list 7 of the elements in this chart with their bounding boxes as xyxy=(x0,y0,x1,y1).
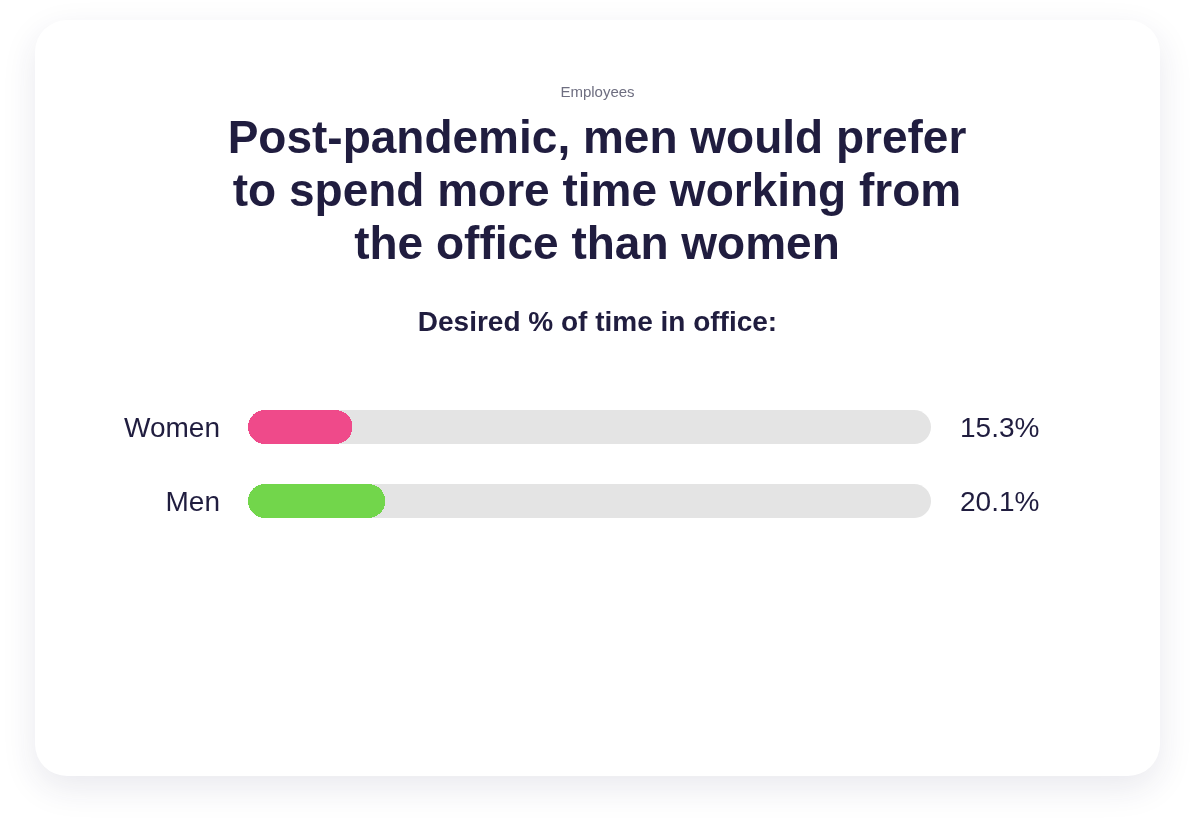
text: Employees xyxy=(559,82,636,102)
data-label: 15.3% xyxy=(960,412,1040,443)
chart-subtitle: Desired % of time in office: xyxy=(416,305,779,339)
y-tick-label: Women xyxy=(124,411,220,443)
chart-title: Post-pandemic, men would prefer to spend more time working from the office than women xyxy=(226,111,968,270)
y-tick-label: Men xyxy=(165,485,220,517)
data-label: 20.1% xyxy=(960,486,1040,517)
